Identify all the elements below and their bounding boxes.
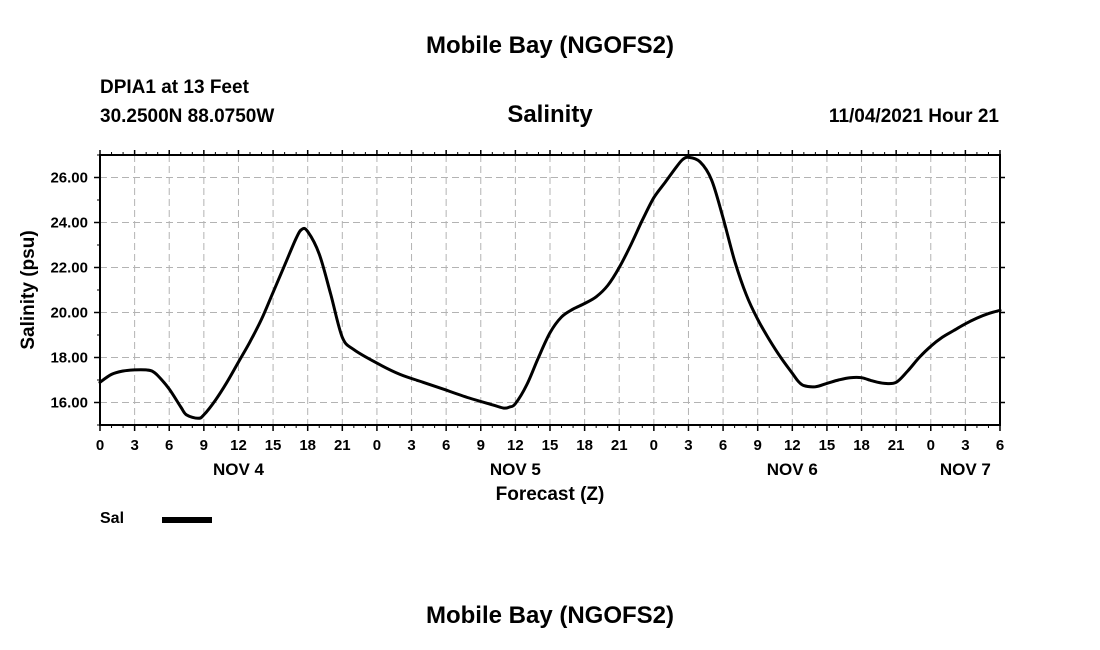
x-tick-label: 15 bbox=[542, 437, 559, 454]
y-tick-label: 22.00 bbox=[50, 260, 88, 277]
coordinates-label: 30.2500N 88.0750W bbox=[100, 106, 275, 127]
x-tick-label: 6 bbox=[442, 437, 450, 454]
day-label: NOV 6 bbox=[767, 460, 818, 479]
x-tick-label: 3 bbox=[961, 437, 969, 454]
y-axis-label: Salinity (psu) bbox=[18, 230, 39, 349]
y-tick-label: 26.00 bbox=[50, 170, 88, 187]
station-label: DPIA1 at 13 Feet bbox=[100, 77, 249, 98]
legend-label: Sal bbox=[100, 510, 125, 527]
x-tick-label: 18 bbox=[576, 437, 593, 454]
y-tick-label: 20.00 bbox=[50, 305, 88, 322]
day-label: NOV 7 bbox=[940, 460, 991, 479]
x-tick-label: 12 bbox=[230, 437, 247, 454]
x-tick-label: 15 bbox=[265, 437, 282, 454]
page-title: Mobile Bay (NGOFS2) bbox=[425, 32, 675, 59]
legend-swatch bbox=[162, 517, 212, 523]
x-tick-label: 18 bbox=[853, 437, 870, 454]
y-tick-label: 18.00 bbox=[50, 350, 88, 367]
forecast-datetime: 11/04/2021 Hour 21 bbox=[828, 106, 999, 127]
plot-frame bbox=[99, 154, 1001, 426]
x-tick-label: 12 bbox=[507, 437, 524, 454]
y-tick-label: 16.00 bbox=[50, 395, 88, 412]
x-tick-label: 12 bbox=[784, 437, 801, 454]
x-axis-label: Forecast (Z) bbox=[496, 484, 605, 505]
x-tick-label: 0 bbox=[96, 437, 104, 454]
x-tick-label: 3 bbox=[684, 437, 692, 454]
x-tick-label: 21 bbox=[611, 437, 628, 454]
grid-lines bbox=[100, 155, 1000, 425]
series-line-sal bbox=[98, 155, 1002, 420]
x-tick-label: 6 bbox=[996, 437, 1004, 454]
axis-labels: 0 3 6 9 12 15 18 21 0 3 6 9 12 15 18 21 0 3 6 9 12 15 18 21 0 3 6 1… bbox=[50, 170, 1004, 480]
x-tick-label: 9 bbox=[754, 437, 762, 454]
x-tick-label: 9 bbox=[200, 437, 208, 454]
chart-title: Salinity bbox=[507, 101, 593, 128]
y-tick-label: 24.00 bbox=[50, 215, 88, 232]
x-tick-label: 18 bbox=[299, 437, 316, 454]
x-tick-label: 3 bbox=[130, 437, 138, 454]
footer-title: Mobile Bay (NGOFS2) bbox=[425, 602, 675, 629]
x-tick-label: 0 bbox=[373, 437, 381, 454]
x-tick-label: 3 bbox=[407, 437, 415, 454]
x-tick-label: 21 bbox=[888, 437, 905, 454]
x-tick-label: 0 bbox=[927, 437, 935, 454]
day-label: NOV 4 bbox=[213, 460, 265, 479]
x-tick-label: 9 bbox=[477, 437, 485, 454]
x-tick-label: 15 bbox=[819, 437, 836, 454]
day-label: NOV 5 bbox=[490, 460, 541, 479]
x-tick-label: 6 bbox=[165, 437, 173, 454]
x-tick-label: 0 bbox=[650, 437, 658, 454]
x-tick-label: 21 bbox=[334, 437, 351, 454]
x-tick-label: 6 bbox=[719, 437, 727, 454]
